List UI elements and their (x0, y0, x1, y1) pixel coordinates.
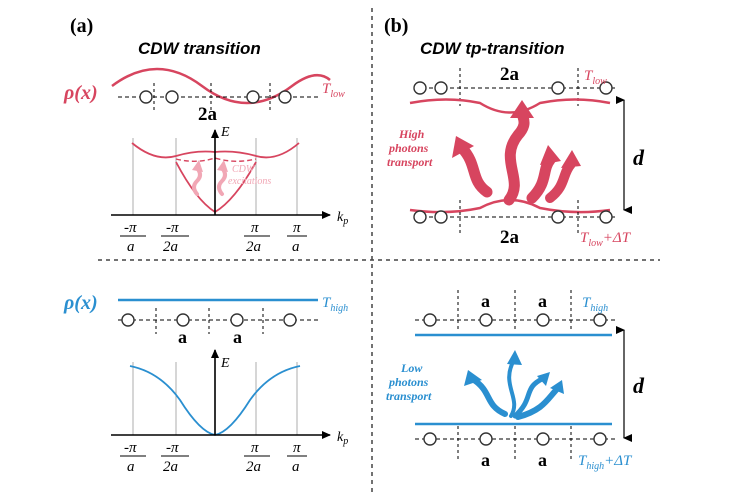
temp-low-label: Tlow (322, 81, 345, 100)
lattice-atom (536, 432, 550, 446)
tick-label: 2a (246, 239, 261, 255)
tick-label: π (293, 220, 301, 236)
tick-label: a (127, 459, 135, 475)
low-transport-line-2: photons (388, 375, 429, 389)
lattice-atom (413, 210, 427, 224)
lattice-atom (479, 313, 493, 327)
tick-label: 2a (163, 239, 178, 255)
lattice-spacing-2a: 2a (500, 64, 520, 85)
high-transport-line-1: High (398, 127, 425, 141)
lattice-atom (423, 432, 437, 446)
tick-label: 2a (246, 459, 261, 475)
low-photon-arrows (464, 350, 564, 420)
lattice-spacing-a: a (538, 291, 547, 311)
lattice-atom (551, 210, 565, 224)
tick-label: -π (166, 440, 179, 456)
panel-b-title: CDW tp-transition (420, 39, 564, 58)
temp-low-plus-dt-label: Tlow+ΔT (580, 230, 632, 249)
cdw-excitations-label-2: excitations (228, 176, 271, 187)
lattice-spacing-2a: 2a (500, 227, 520, 248)
lattice-atom (230, 313, 244, 327)
lattice-atom (434, 81, 448, 95)
tick-label: 2a (163, 459, 178, 475)
temp-high-top-label: Thigh (582, 295, 608, 314)
lattice-atom (536, 313, 550, 327)
lattice-atom (176, 313, 190, 327)
panel-b-letter: (b) (384, 15, 408, 37)
lattice-row-top-hot (415, 290, 618, 332)
lattice-atom (599, 81, 613, 95)
lattice-atom (551, 81, 565, 95)
tick-label: π (251, 440, 259, 456)
k-ticks-low: -π a -π 2a π 2a π a (120, 220, 307, 255)
energy-axis-label: E (220, 125, 230, 140)
high-photon-arrows (452, 100, 581, 206)
lattice-atom (165, 90, 179, 104)
cdw-density-wave (111, 67, 331, 105)
excitation-arrow (192, 166, 202, 196)
tick-label: -π (124, 440, 137, 456)
lattice-atom (278, 90, 292, 104)
lattice-atom (434, 210, 448, 224)
tick-label: π (251, 220, 259, 236)
k-ticks-high: -π a -π 2a π 2a π a (120, 440, 307, 475)
cdw-excitations-label: CDW (232, 164, 256, 175)
lattice-row-high (118, 308, 318, 334)
lattice-spacing-a: a (178, 327, 187, 347)
gap-d-label: d (633, 145, 645, 170)
lattice-atom (413, 81, 427, 95)
tick-label: a (127, 239, 135, 255)
energy-axis-label: E (220, 356, 230, 371)
dispersion-plot-low (111, 129, 331, 219)
lattice-spacing-a: a (481, 291, 490, 311)
lattice-atom (139, 90, 153, 104)
high-transport-line-2: photons (388, 141, 429, 155)
excitation-arrow (217, 166, 227, 196)
temp-high-label: Thigh (322, 295, 348, 314)
tick-label: -π (166, 220, 179, 236)
lattice-atom (599, 210, 613, 224)
panel-a-title: CDW transition (138, 39, 261, 58)
tick-label: π (293, 440, 301, 456)
lattice-row-bottom-hot (415, 426, 618, 460)
cdw-wave-upper-plate (409, 98, 611, 114)
lattice-spacing-a: a (481, 450, 490, 470)
gap-d-label-low: d (633, 373, 645, 398)
lattice-row-bottom-warm (413, 200, 618, 236)
temp-low-top-label: Tlow (584, 68, 607, 87)
k-axis-label: kp (337, 210, 348, 227)
tick-label: a (292, 459, 300, 475)
lattice-atom (593, 313, 607, 327)
lattice-atom (246, 90, 260, 104)
panel-a-letter: (a) (70, 15, 93, 37)
tick-label: a (292, 239, 300, 255)
lattice-atom (479, 432, 493, 446)
low-transport-line-1: Low (400, 361, 423, 375)
lattice-spacing-2a: 2a (198, 104, 218, 125)
cdw-gap-dashed (175, 157, 257, 162)
lattice-atom (593, 432, 607, 446)
low-transport-line-3: transport (386, 389, 432, 403)
lattice-atom (283, 313, 297, 327)
rho-label-high: ρ(x) (63, 292, 98, 314)
lattice-row-top-cold (413, 68, 618, 106)
high-transport-line-3: transport (387, 155, 433, 169)
dispersion-plot-high (111, 349, 331, 439)
lattice-atom (423, 313, 437, 327)
lattice-row-low (118, 83, 318, 111)
lattice-spacing-a: a (233, 327, 242, 347)
rho-label-low: ρ(x) (63, 82, 98, 104)
lattice-atom (121, 313, 135, 327)
k-axis-label: kp (337, 430, 348, 447)
lattice-spacing-a: a (538, 450, 547, 470)
temp-high-plus-dt-label: Thigh+ΔT (578, 453, 633, 472)
tick-label: -π (124, 220, 137, 236)
